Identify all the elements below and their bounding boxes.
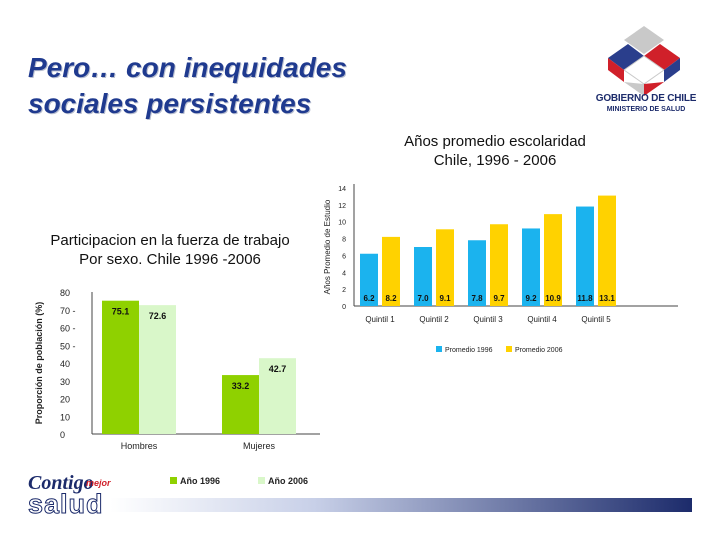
- chart2-y-tick: 40: [60, 359, 70, 369]
- chart2-title: Participacion en la fuerza de trabajo Po…: [25, 231, 315, 269]
- chart2-data-label: 72.6: [149, 311, 167, 321]
- brand-contigo: Contigo: [28, 472, 94, 494]
- chart1-y-tick: 8: [342, 237, 346, 244]
- chart2-data-label: 33.2: [232, 381, 250, 391]
- chart2-y-label: Proporción de población (%): [34, 302, 44, 425]
- chart2-y-tick: 50 -: [60, 341, 76, 351]
- chart2-title-line2: Por sexo. Chile 1996 -2006: [79, 251, 261, 268]
- chart1-legend-label: Promedio 2006: [515, 347, 563, 354]
- chart1-title: Años promedio escolaridad Chile, 1996 - …: [385, 132, 605, 170]
- chart2-legend-swatch: [258, 477, 265, 484]
- chart1-data-label: 9.1: [439, 294, 451, 303]
- chart1-data-label: 13.1: [599, 294, 615, 303]
- chart1-bar: [436, 229, 454, 306]
- chart1-y-tick: 4: [342, 270, 346, 277]
- chart1-x-tick: Quintil 3: [473, 315, 503, 324]
- chart2-bar: [222, 375, 259, 434]
- chart1-title-line1: Años promedio escolaridad: [404, 133, 586, 150]
- slide-title: Pero… con inequidades sociales persisten…: [28, 50, 448, 122]
- chart1-bar: [544, 214, 562, 306]
- brand-salud: salud: [28, 489, 104, 520]
- chart2-legend-swatch: [170, 477, 177, 484]
- chart2-data-label: 75.1: [112, 307, 130, 317]
- chart1-y-tick: 14: [338, 186, 346, 193]
- chart1-y-tick: 10: [338, 220, 346, 227]
- logo-emblem-icon: [608, 26, 680, 96]
- chart2-x-tick: Mujeres: [243, 441, 276, 451]
- chart1-bar: [576, 206, 594, 306]
- chart2-y-tick: 30: [60, 377, 70, 387]
- chart1-legend-swatch: [436, 346, 442, 352]
- chart1-y-tick: 0: [342, 304, 346, 311]
- slide-title-line2: sociales persistentes: [28, 88, 312, 119]
- chart-labour-participation: 80 70 - 60 - 50 - 40 30 20 10 0 Proporción de pob…: [34, 288, 320, 486]
- brand-mejor: mejor: [86, 478, 111, 488]
- chart2-bar: [102, 300, 139, 434]
- chart2-y-tick: 70 -: [60, 306, 76, 316]
- chart1-data-label: 10.9: [545, 294, 561, 303]
- chart1-x-tick: Quintil 4: [527, 315, 557, 324]
- chart2-title-line1: Participacion en la fuerza de trabajo: [50, 232, 290, 249]
- chart-schooling: 14 12 10 8 6 4 2 0 Años Promedio de Estudio 6.2 8.…: [323, 184, 678, 354]
- chart1-data-label: 11.8: [577, 294, 593, 303]
- chart1-data-label: 8.2: [385, 294, 397, 303]
- logo-text-line2: MINISTERIO DE SALUD: [606, 106, 686, 113]
- chart1-x-tick: Quintil 2: [419, 315, 449, 324]
- chart1-y-label: Años Promedio de Estudio: [323, 199, 332, 294]
- chart2-y-tick: 80: [60, 288, 70, 298]
- chart1-bar: [360, 253, 378, 306]
- chart1-bar: [598, 195, 616, 306]
- chart2-bar: [139, 305, 176, 434]
- chart1-data-label: 9.2: [525, 294, 537, 303]
- chart1-y-tick: 12: [338, 203, 346, 210]
- chart1-data-label: 9.7: [493, 294, 505, 303]
- chart1-y-tick: 6: [342, 253, 346, 260]
- chart2-x-tick: Hombres: [121, 441, 158, 451]
- chart1-bar: [490, 224, 508, 306]
- chart2-y-tick: 60 -: [60, 324, 76, 334]
- government-logo: [608, 26, 680, 96]
- slide-title-line1: Pero… con inequidades: [28, 52, 347, 83]
- chart2-legend-label: Año 1996: [180, 476, 220, 486]
- chart1-bar: [414, 247, 432, 306]
- chart1-bar: [468, 240, 486, 306]
- chart2-legend-label: Año 2006: [268, 476, 308, 486]
- chart1-x-tick: Quintil 5: [581, 315, 611, 324]
- chart1-legend-swatch: [506, 346, 512, 352]
- chart2-data-label: 42.7: [269, 364, 287, 374]
- chart1-y-tick: 2: [342, 287, 346, 294]
- chart1-x-tick: Quintil 1: [365, 315, 395, 324]
- chart1-title-line2: Chile, 1996 - 2006: [433, 152, 557, 169]
- chart1-data-label: 6.2: [363, 294, 375, 303]
- chart2-y-tick: 20: [60, 395, 70, 405]
- chart1-bar: [382, 236, 400, 306]
- chart2-bar: [259, 358, 296, 434]
- chart1-legend-label: Promedio 1996: [445, 347, 493, 354]
- logo-text-line1: GOBIERNO DE CHILE: [595, 93, 697, 104]
- chart1-bar: [522, 228, 540, 306]
- chart1-data-label: 7.8: [471, 294, 483, 303]
- footer-bar: [110, 498, 692, 512]
- chart1-data-label: 7.0: [417, 294, 429, 303]
- chart2-y-tick: 0: [60, 430, 65, 440]
- chart2-y-tick: 10: [60, 412, 70, 422]
